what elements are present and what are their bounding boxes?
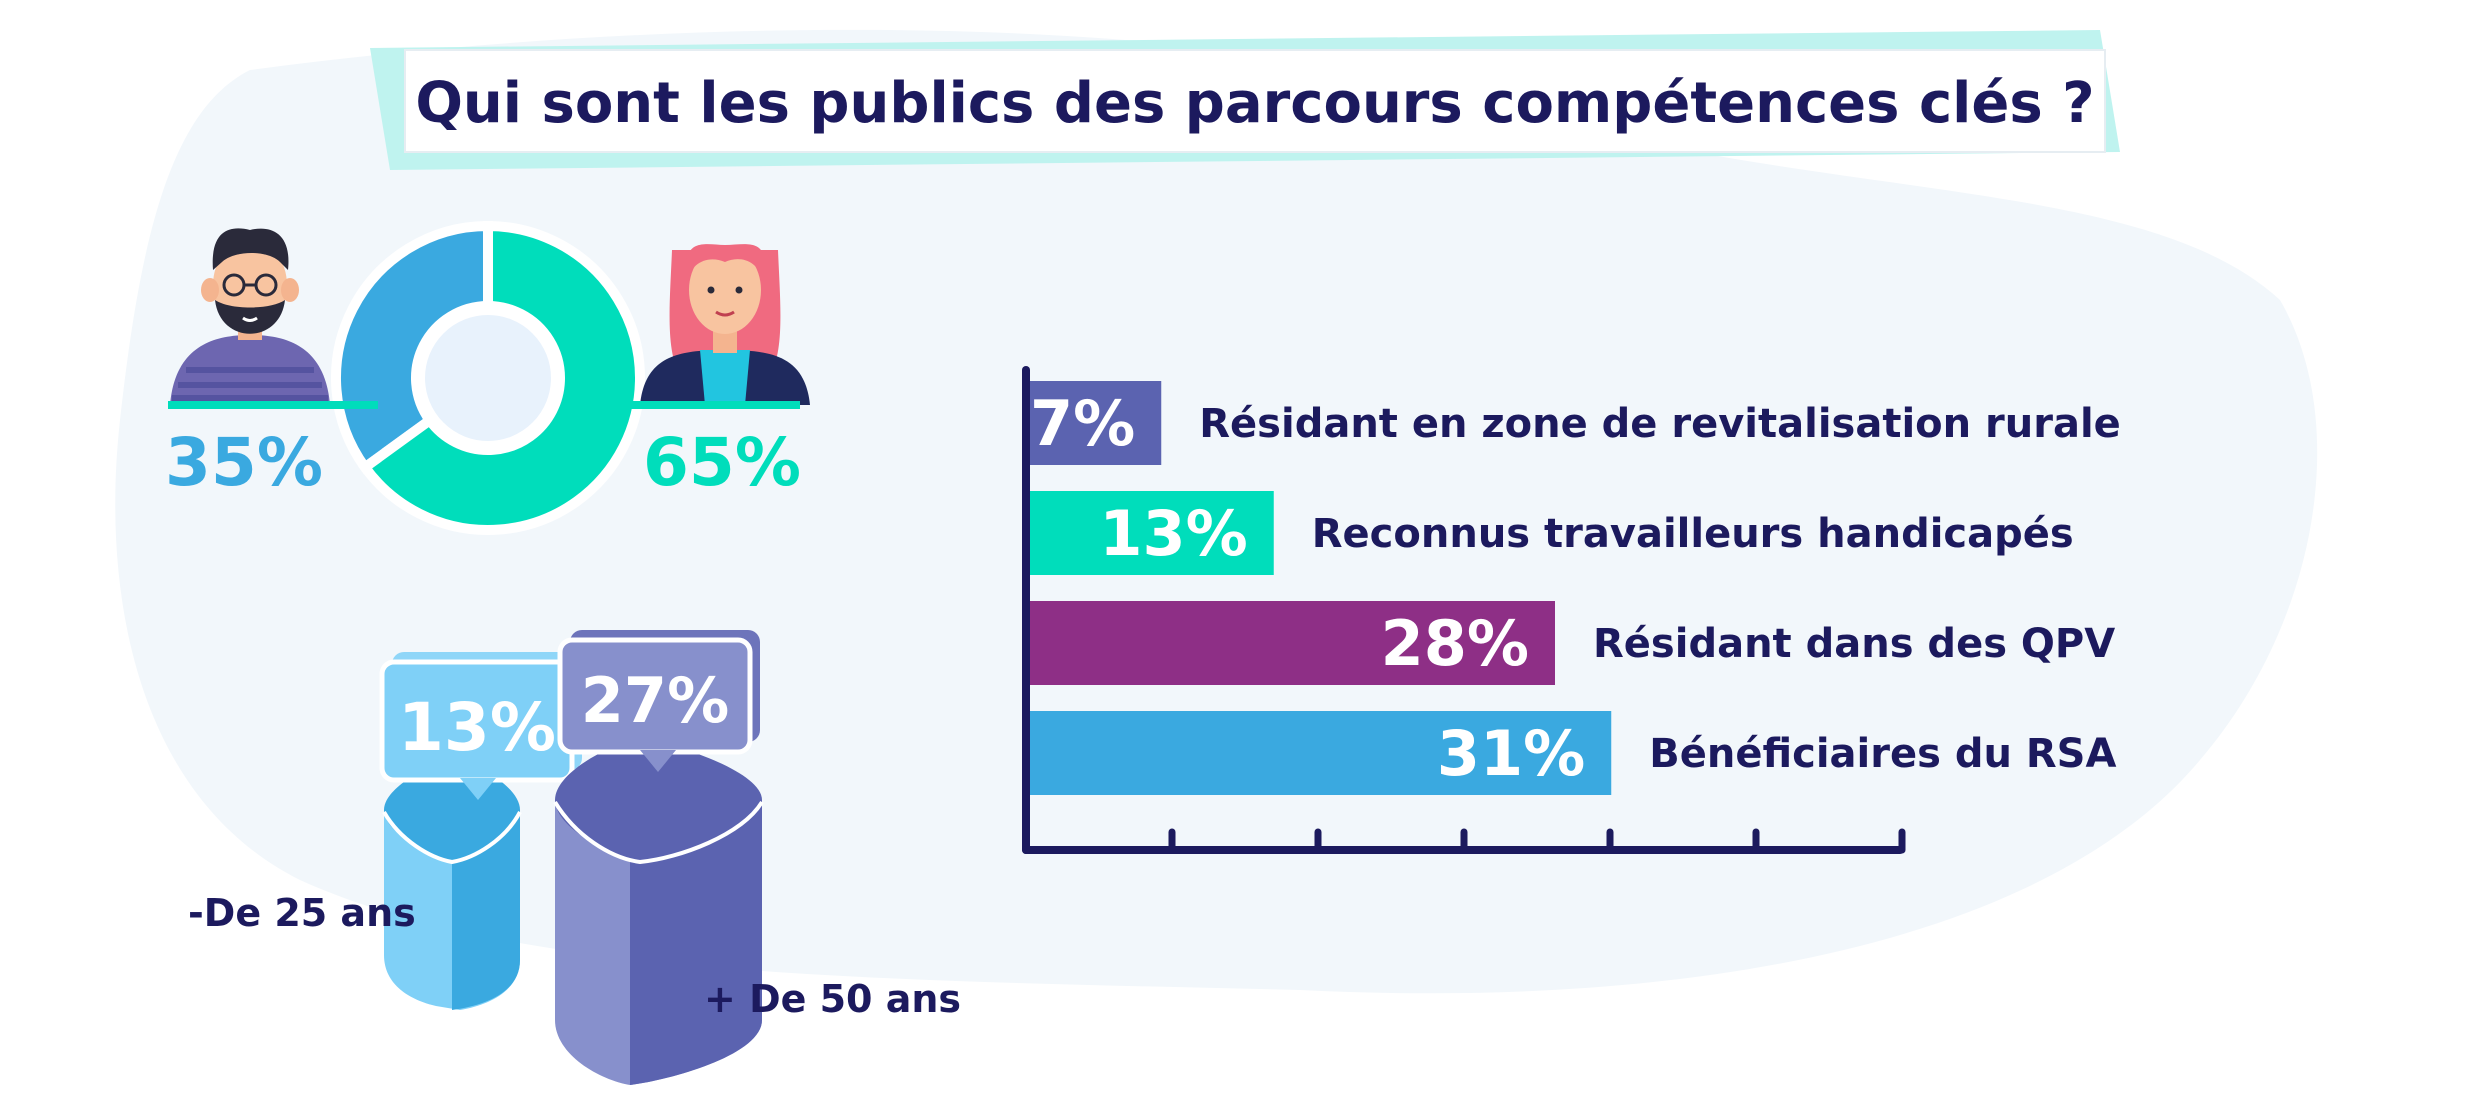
age-over-50-bubble: 27%: [557, 630, 760, 772]
page-title: Qui sont les publics des parcours compét…: [415, 71, 2094, 136]
women-percentage: 65%: [643, 424, 801, 501]
donut-slice-2: [358, 220, 645, 535]
bar-2: [1030, 491, 1274, 575]
age-under-25-bubble: 13%: [379, 652, 582, 800]
bar-value-label-4: 31%: [1437, 717, 1585, 790]
bar-category-label-2: Reconnus travailleurs handicapés: [1312, 511, 2074, 557]
woman-avatar-icon: [640, 244, 810, 405]
bar-3: [1030, 601, 1555, 685]
age-over-50-label: + De 50 ans: [704, 977, 961, 1021]
men-percentage: 35%: [165, 424, 323, 501]
bars-group: 7% Résidant en zone de revitalisation rur…: [1030, 381, 2121, 795]
bar-value-label-3: 28%: [1381, 607, 1529, 680]
bar-value-label-2: 13%: [1099, 497, 1247, 570]
x-axis-ticks: [1168, 828, 1906, 854]
age-under-25-label: -De 25 ans: [188, 891, 416, 935]
donut-hole: [419, 309, 557, 447]
age-under-25-value: 13%: [398, 689, 556, 766]
bar-1: [1030, 381, 1162, 465]
man-avatar-icon: [170, 228, 330, 405]
horizontal-bar-chart: 7% Résidant en zone de revitalisation rur…: [1022, 366, 2121, 854]
bar-value-label-1: 7%: [1030, 387, 1135, 460]
age-over-50-value: 27%: [581, 664, 729, 737]
title-banner-card: [404, 49, 2106, 153]
age-over-50-cylinder: [553, 740, 764, 1085]
title-banner: Qui sont les publics des parcours compét…: [370, 30, 2120, 170]
bar-category-label-3: Résidant dans des QPV: [1593, 621, 2115, 667]
bar-category-label-4: Bénéficiaires du RSA: [1649, 731, 2116, 777]
age-under-25-cylinder: [382, 760, 522, 1010]
bar-4: [1030, 711, 1612, 795]
bar-category-label-1: Résidant en zone de revitalisation rural…: [1199, 401, 2121, 447]
